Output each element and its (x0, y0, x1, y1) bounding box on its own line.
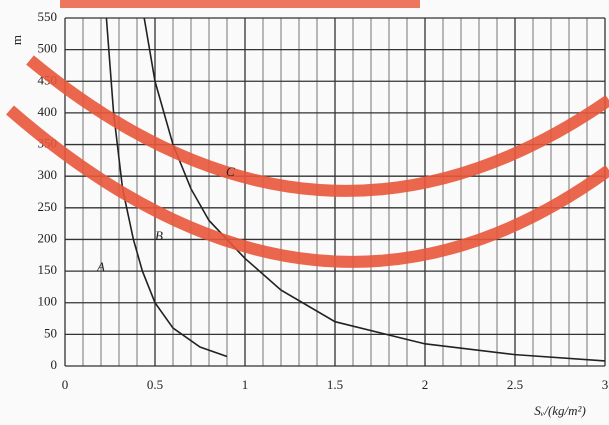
y-tick-label: 500 (38, 41, 58, 56)
curve-label: C (226, 164, 235, 179)
watermark-bar (60, 0, 420, 8)
x-tick-label: 2 (422, 377, 429, 392)
y-tick-label: 300 (38, 167, 58, 182)
x-tick-label: 0.5 (147, 377, 163, 392)
curve-label: B (155, 228, 163, 243)
background (0, 0, 609, 425)
y-tick-label: 100 (38, 294, 58, 309)
x-tick-label: 1 (242, 377, 249, 392)
y-tick-label: 150 (38, 262, 58, 277)
x-tick-label: 0 (62, 377, 69, 392)
y-tick-label: 0 (51, 357, 58, 372)
chart: 05010015020025030035040045050055000.511.… (0, 0, 609, 425)
y-tick-label: 50 (44, 325, 57, 340)
curve-label: A (96, 259, 105, 274)
x-tick-label: 3 (602, 377, 609, 392)
x-axis-label: Sᵥ/(kg/m²) (534, 403, 586, 418)
y-tick-label: 250 (38, 199, 58, 214)
y-tick-label: 550 (38, 9, 58, 24)
x-tick-label: 2.5 (507, 377, 523, 392)
x-tick-label: 1.5 (327, 377, 343, 392)
y-tick-label: 400 (38, 104, 58, 119)
y-axis-label: m (9, 35, 24, 45)
y-tick-label: 200 (38, 230, 58, 245)
